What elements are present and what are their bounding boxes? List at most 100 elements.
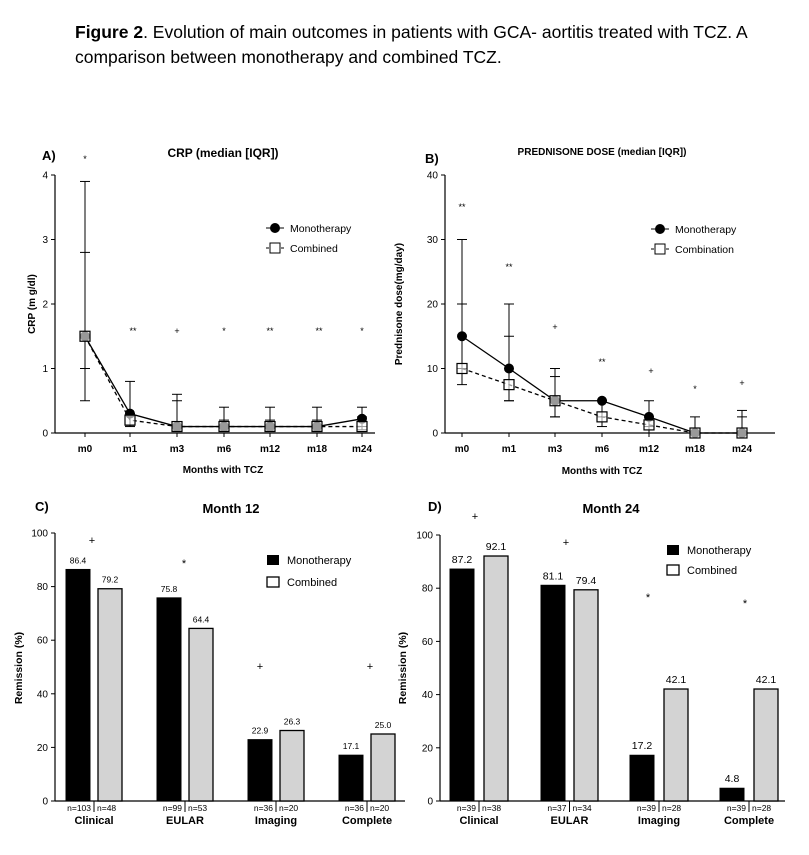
figure-caption-text: . Evolution of main outcomes in patients… — [75, 22, 747, 67]
chart-c-significance-mark: + — [257, 661, 263, 673]
chart-c-n-comb: n=20 — [279, 803, 298, 813]
chart-b-point-mono — [504, 363, 514, 374]
chart-b-x-tick-label: m18 — [685, 444, 705, 455]
chart-d-n-comb: n=34 — [573, 803, 592, 813]
chart-d-bar-mono — [540, 584, 566, 802]
chart-a-significance-mark: * — [83, 154, 87, 164]
chart-b-point-comb — [456, 362, 468, 375]
chart-a-x-tick-label: m6 — [217, 444, 232, 455]
chart-c-significance-mark: * — [182, 558, 187, 570]
chart-d-significance-mark: + — [563, 537, 569, 549]
chart-b-point-comb — [549, 395, 561, 407]
chart-b-panel-label: B) — [425, 151, 439, 166]
chart-d-n-mono: n=39 — [727, 803, 746, 813]
chart-c-n-mono: n=36 — [254, 803, 273, 813]
chart-d-y-tick-label: 60 — [422, 637, 434, 648]
chart-a-title: CRP (median [IQR]) — [167, 146, 278, 160]
chart-b-point-comb — [503, 379, 515, 391]
chart-b-x-tick-label: m12 — [639, 444, 659, 455]
chart-a-significance-mark: + — [174, 326, 179, 336]
chart-d-bar-comb — [753, 688, 779, 802]
chart-c-bar-comb-value: 79.2 — [102, 575, 119, 585]
chart-a-y-tick-label: 3 — [42, 235, 48, 246]
chart-d-bar-mono — [449, 568, 475, 802]
chart-a-significance-mark: * — [360, 326, 364, 336]
chart-d-y-tick-label: 100 — [416, 531, 433, 542]
chart-b-legend-mono-label: Monotherapy — [675, 224, 737, 236]
chart-a-legend-comb-marker — [269, 242, 281, 254]
chart-d-y-tick-label: 20 — [422, 743, 434, 754]
chart-a-y-tick-label: 2 — [42, 300, 48, 311]
chart-d-bar-comb-value: 79.4 — [576, 575, 597, 587]
chart-b-point-comb — [736, 427, 748, 439]
chart-c-bar-comb — [279, 729, 305, 802]
chart-a-x-tick-label: m3 — [170, 444, 185, 455]
chart-b-significance-mark: ** — [458, 202, 466, 212]
chart-c-bar-mono — [338, 754, 364, 802]
chart-a-point-comb — [124, 414, 136, 426]
chart-b-y-axis-label: Prednisone dose(mg/day) — [394, 243, 405, 365]
chart-d-y-axis-label: Remission (%) — [397, 632, 409, 704]
chart-a-significance-mark: ** — [266, 326, 274, 336]
chart-c-bar-comb-value: 26.3 — [284, 717, 301, 727]
chart-a-x-axis-label: Months with TCZ — [183, 465, 264, 476]
chart-b-title: PREDNISONE DOSE (median [IQR]) — [518, 147, 687, 158]
chart-c-y-axis-label: Remission (%) — [13, 632, 25, 704]
chart-c-bar-comb — [97, 588, 123, 802]
chart-a-y-axis-label: CRP (m g/dl) — [27, 274, 38, 334]
chart-c-y-tick-label: 20 — [37, 743, 49, 754]
chart-c-x-category-label: Imaging — [255, 815, 297, 827]
chart-d-legend-comb-swatch — [666, 564, 680, 576]
chart-b-x-tick-label: m0 — [455, 444, 470, 455]
chart-d-n-mono: n=37 — [547, 803, 566, 813]
chart-d-n-mono: n=39 — [637, 803, 656, 813]
chart-d-title: Month 24 — [582, 501, 640, 516]
chart-d-legend-comb-label: Combined — [687, 565, 737, 577]
chart-c-significance-mark: + — [367, 661, 373, 673]
chart-a-legend-comb-label: Combined — [290, 243, 338, 255]
chart-d-significance-mark: * — [646, 592, 651, 604]
chart-c-x-category-label: Complete — [342, 815, 392, 827]
chart-c-y-tick-label: 0 — [42, 797, 48, 808]
chart-c-bar-mono — [247, 739, 273, 802]
chart-c-legend-mono-swatch — [267, 555, 279, 565]
chart-d-y-tick-label: 0 — [427, 797, 433, 808]
chart-c-panel-label: C) — [35, 499, 49, 514]
chart-a-y-tick-label: 4 — [42, 171, 48, 182]
chart-d-bar-mono — [629, 754, 655, 802]
chart-d-significance-mark: + — [472, 511, 478, 523]
chart-b-significance-mark: + — [552, 322, 557, 332]
chart-c-bar-mono — [156, 597, 182, 802]
chart-d-bar-comb-value: 42.1 — [666, 674, 687, 686]
chart-d-legend-mono-label: Monotherapy — [687, 545, 752, 557]
chart-c-bar-comb-value: 25.0 — [375, 720, 392, 730]
chart-c-n-comb: n=48 — [97, 803, 116, 813]
chart-d-bar-comb-value: 42.1 — [756, 674, 777, 686]
chart-d-bar-mono-value: 17.2 — [632, 740, 653, 752]
chart-a-point-comb — [264, 420, 276, 433]
chart-d-bar-comb-value: 92.1 — [486, 541, 507, 553]
chart-b-x-tick-label: m3 — [548, 444, 563, 455]
chart-a-x-tick-label: m18 — [307, 444, 327, 455]
chart-b-y-tick-label: 40 — [427, 171, 439, 182]
chart-a-significance-mark: ** — [129, 326, 137, 336]
chart-b-point-comb — [643, 419, 655, 431]
chart-d-bar-comb — [663, 688, 689, 802]
chart-b-point-comb — [596, 411, 608, 423]
chart-a-point-comb — [79, 330, 91, 342]
chart-d-y-tick-label: 80 — [422, 584, 434, 595]
chart-c-n-comb: n=20 — [370, 803, 389, 813]
chart-d-n-comb: n=38 — [482, 803, 501, 813]
figure-caption: Figure 2. Evolution of main outcomes in … — [75, 20, 775, 70]
chart-b-significance-mark: * — [693, 384, 697, 394]
chart-b-y-tick-label: 0 — [432, 429, 438, 440]
chart-d-n-mono: n=39 — [457, 803, 476, 813]
chart-b-legend-comb-marker — [654, 243, 666, 255]
chart-b-significance-mark: ** — [505, 262, 513, 272]
chart-a-panel-label: A) — [42, 148, 56, 163]
chart-a-x-tick-label: m1 — [123, 444, 138, 455]
chart-c-legend-mono-label: Monotherapy — [287, 555, 352, 567]
chart-c-legend-comb-swatch — [266, 576, 280, 588]
chart-b-point-comb — [689, 427, 701, 439]
